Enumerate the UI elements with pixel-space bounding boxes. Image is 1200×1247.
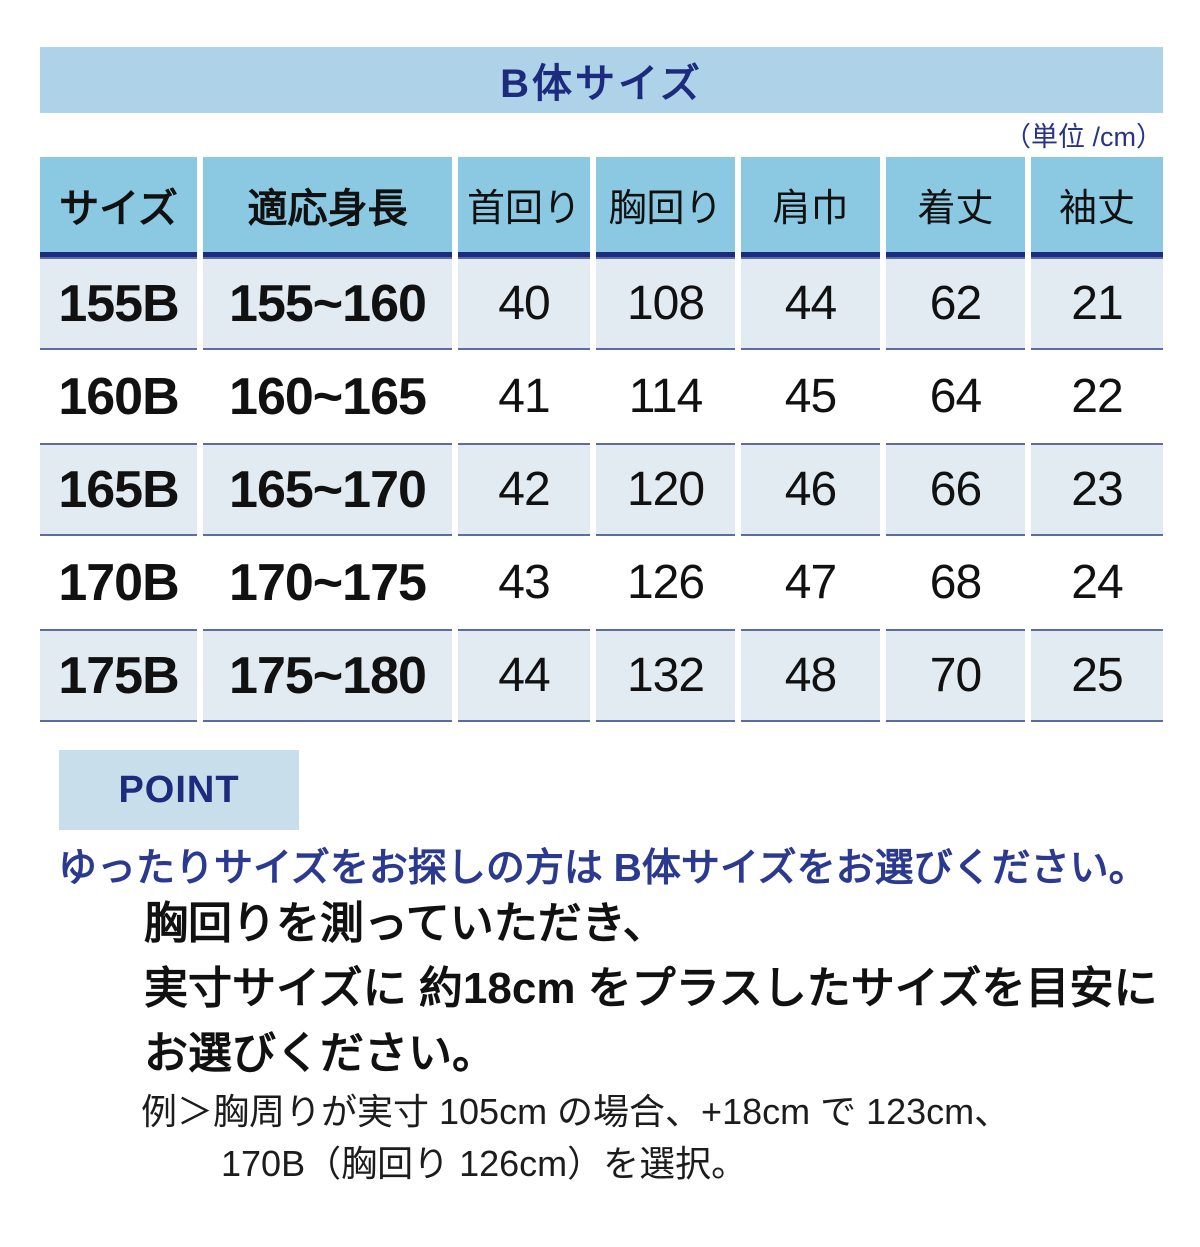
- header-cell-height: 適応身長: [203, 157, 452, 257]
- height-cell: 170~175: [229, 553, 427, 612]
- sleeve-cell: 22: [1071, 370, 1123, 423]
- unit-label: （単位 /cm）: [1004, 122, 1163, 152]
- size-cell: 155B: [40, 257, 197, 350]
- example-line: 例＞胸周りが実寸 105cm の場合、+18cm で 123cm、: [141, 1091, 1011, 1132]
- point-badge-label: POINT: [118, 768, 240, 811]
- neck-cell: 40: [458, 257, 590, 350]
- shoulder-cell: 44: [741, 257, 880, 350]
- header-cell-chest: 胸回り: [596, 157, 735, 257]
- title-bar: B体サイズ: [40, 47, 1163, 113]
- sleeve-cell: 23: [1031, 443, 1163, 536]
- size-cell: 160B: [58, 367, 179, 426]
- length-cell: 62: [886, 257, 1025, 350]
- example-line: 170B（胸回り 126cm）を選択。: [221, 1143, 748, 1184]
- length-cell: 70: [886, 629, 1025, 722]
- sleeve-cell: 24: [1071, 556, 1123, 609]
- point-body-line: 胸回りを測っていただき、: [144, 899, 667, 948]
- height-cell: 160~165: [229, 367, 427, 426]
- point-headline: ゆったりサイズをお探しの方は B体サイズをお選びください。: [58, 847, 1148, 890]
- chest-cell: 120: [596, 443, 735, 536]
- length-cell: 64: [929, 370, 982, 423]
- chest-cell: 114: [628, 370, 704, 423]
- header-cell-shoulder: 肩巾: [741, 157, 880, 257]
- shoulder-cell: 47: [784, 556, 837, 609]
- size-cell: 170B: [58, 553, 179, 612]
- sleeve-cell: 21: [1031, 257, 1163, 350]
- length-cell: 66: [886, 443, 1025, 536]
- header-cell-neck: 首回り: [458, 157, 590, 257]
- chest-cell: 108: [596, 257, 735, 350]
- point-body-line: お選びください。: [144, 1029, 496, 1078]
- size-cell: 165B: [40, 443, 197, 536]
- chest-cell: 126: [626, 556, 705, 609]
- page-title: B体サイズ: [500, 62, 703, 106]
- shoulder-cell: 45: [784, 370, 837, 423]
- size-cell: 175B: [40, 629, 197, 722]
- header-cell-length: 着丈: [886, 157, 1025, 257]
- shoulder-cell: 46: [741, 443, 880, 536]
- sleeve-cell: 25: [1031, 629, 1163, 722]
- neck-cell: 41: [498, 370, 550, 423]
- chest-cell: 132: [596, 629, 735, 722]
- neck-cell: 42: [458, 443, 590, 536]
- point-body: 胸回りを測っていただき、 実寸サイズに 約18cm をプラスしたサイズを目安に …: [144, 891, 1200, 1086]
- height-cell: 155~160: [203, 257, 452, 350]
- size-table: サイズ 適応身長 首回り 胸回り 肩巾 着丈 袖丈 155B 155~160 4…: [40, 157, 1163, 722]
- height-cell: 165~170: [203, 443, 452, 536]
- header-cell-size: サイズ: [40, 157, 197, 257]
- point-body-line: 実寸サイズに 約18cm をプラスしたサイズを目安に: [144, 964, 1158, 1013]
- length-cell: 68: [929, 556, 982, 609]
- shoulder-cell: 48: [741, 629, 880, 722]
- neck-cell: 43: [498, 556, 550, 609]
- point-badge: POINT: [59, 750, 299, 830]
- height-cell: 175~180: [203, 629, 452, 722]
- neck-cell: 44: [458, 629, 590, 722]
- header-cell-sleeve: 袖丈: [1031, 157, 1163, 257]
- size-chart-page: B体サイズ （単位 /cm） サイズ 適応身長 首回り 胸回り 肩巾 着丈 袖丈…: [0, 47, 1200, 1190]
- example-note: 例＞胸周りが実寸 105cm の場合、+18cm で 123cm、 170B（胸…: [141, 1086, 1200, 1190]
